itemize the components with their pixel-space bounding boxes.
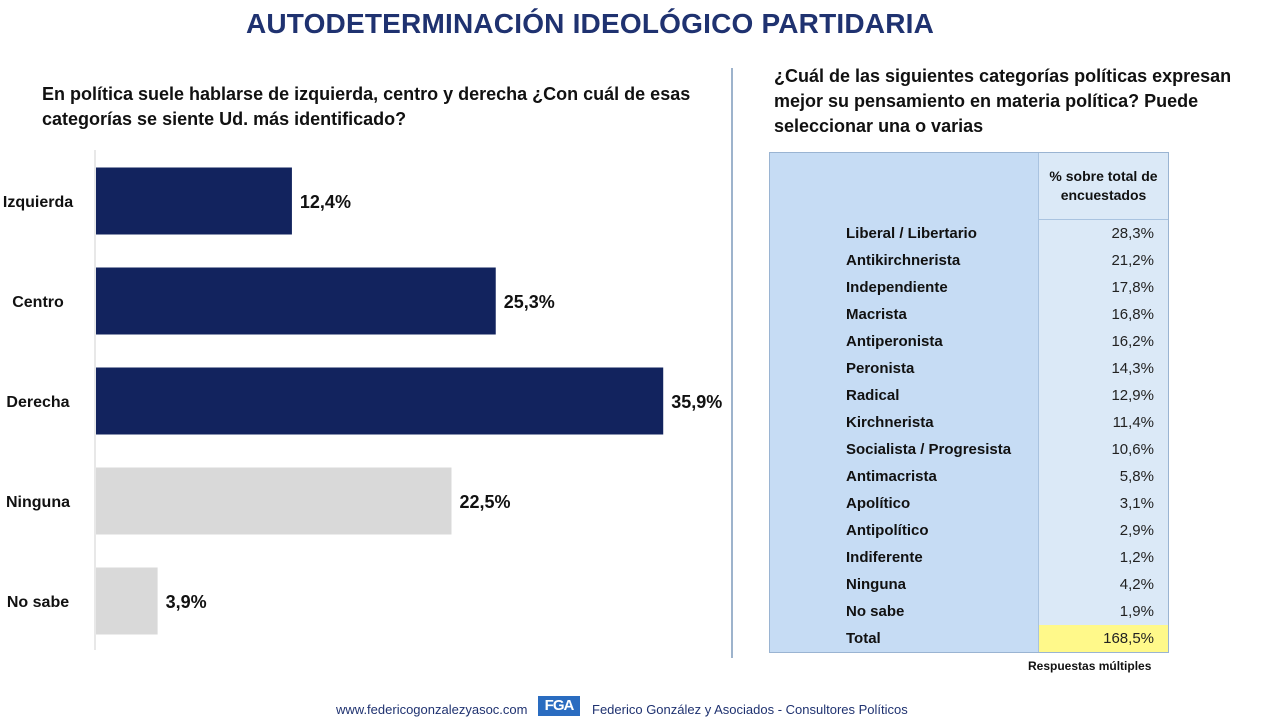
table-row-value: 1,9% [1038,598,1168,625]
bar-category-label: Derecha [6,394,69,411]
table-row-value: 17,8% [1038,274,1168,301]
table-row: Radical 12,9% [770,382,1168,409]
table-row: No sabe 1,9% [770,598,1168,625]
table-row-value: 16,8% [1038,301,1168,328]
table-row-value: 5,8% [1038,463,1168,490]
bar-value-label: 3,9% [166,592,207,612]
table-total-label: Total [846,630,881,647]
bar-value-label: 25,3% [504,292,555,312]
footer-company: Federico González y Asociados - Consulto… [592,702,908,717]
table-header-row: % sobre total de encuestados [770,153,1168,220]
section-divider [731,68,733,658]
table-row: Apolítico 3,1% [770,490,1168,517]
categories-table: % sobre total de encuestados Liberal / L… [769,152,1169,653]
table-row: Indiferente 1,2% [770,544,1168,571]
table-row-value: 16,2% [1038,328,1168,355]
bar-value-label: 35,9% [671,392,722,412]
table-row-category: No sabe [846,603,905,620]
table-row-value: 11,4% [1038,409,1168,436]
table-row-value: 2,9% [1038,517,1168,544]
bar-value-label: 12,4% [300,192,351,212]
table-row: Ninguna 4,2% [770,571,1168,598]
bar-izquierda [96,167,292,235]
table-row: Independiente 17,8% [770,274,1168,301]
table-row-value: 3,1% [1038,490,1168,517]
multiple-responses-note: Respuestas múltiples [1028,659,1152,673]
table-row-category: Socialista / Progresista [846,441,1012,458]
table-row-category: Antimacrista [846,468,937,485]
table-header-category [770,153,1039,220]
table-row-value: 14,3% [1038,355,1168,382]
table-row: Antikirchnerista 21,2% [770,247,1168,274]
table-total-value: 168,5% [1038,625,1168,652]
table-row-category: Peronista [846,360,915,377]
table-row-category: Antipolítico [846,522,929,539]
horizontal-bar-chart: Izquierda 12,4% Centro 25,3% Derecha 35,9% Nin… [3,150,722,650]
table-row-value: 21,2% [1038,247,1168,274]
bar-category-label: No sabe [7,594,69,611]
bar-category-label: Izquierda [3,194,73,211]
table-row-value: 4,2% [1038,571,1168,598]
table-row: Macrista 16,8% [770,301,1168,328]
table-row-category: Independiente [846,279,948,296]
bar-no-sabe [96,567,158,635]
table-row-category: Apolítico [846,495,911,512]
page-title: AUTODETERMINACIÓN IDEOLÓGICO PARTIDARIA [245,8,935,39]
bar-category-label: Ninguna [6,494,70,511]
footer: www.federicogonzalezyasoc.com FGA Federi… [0,696,1280,718]
table-row: Kirchnerista 11,4% [770,409,1168,436]
table-question: ¿Cuál de las siguientes categorías polít… [774,66,1232,136]
table-row-category: Kirchnerista [846,414,934,431]
table-row: Liberal / Libertario 28,3% [770,219,1168,247]
table-row-category: Indiferente [846,549,923,566]
bar-ninguna [96,467,452,535]
table-row-category: Ninguna [846,576,906,593]
table-row: Peronista 14,3% [770,355,1168,382]
bar-chart-question: En política suele hablarse de izquierda,… [42,84,691,129]
table-row-category: Liberal / Libertario [846,224,977,242]
bar-derecha [96,367,664,435]
table-row: Antimacrista 5,8% [770,463,1168,490]
table-row-category: Antiperonista [846,333,943,350]
table-header-percent: % sobre total de encuestados [1038,153,1168,220]
table-total-row: Total 168,5% [770,625,1168,652]
footer-url-link[interactable]: www.federicogonzalezyasoc.com [336,702,528,717]
table-row-value: 10,6% [1038,436,1168,463]
table-row: Antipolítico 2,9% [770,517,1168,544]
table-row-category: Antikirchnerista [846,252,961,269]
fga-logo: FGA [538,696,580,716]
bar-value-label: 22,5% [460,492,511,512]
table-row-value: 12,9% [1038,382,1168,409]
table-row: Socialista / Progresista 10,6% [770,436,1168,463]
table-row-value: 28,3% [1038,219,1168,247]
table-row-category: Radical [846,387,900,404]
table-row: Antiperonista 16,2% [770,328,1168,355]
bar-centro [96,267,496,335]
table-row-category: Macrista [846,306,907,323]
bar-category-label: Centro [12,294,64,311]
table-row-value: 1,2% [1038,544,1168,571]
